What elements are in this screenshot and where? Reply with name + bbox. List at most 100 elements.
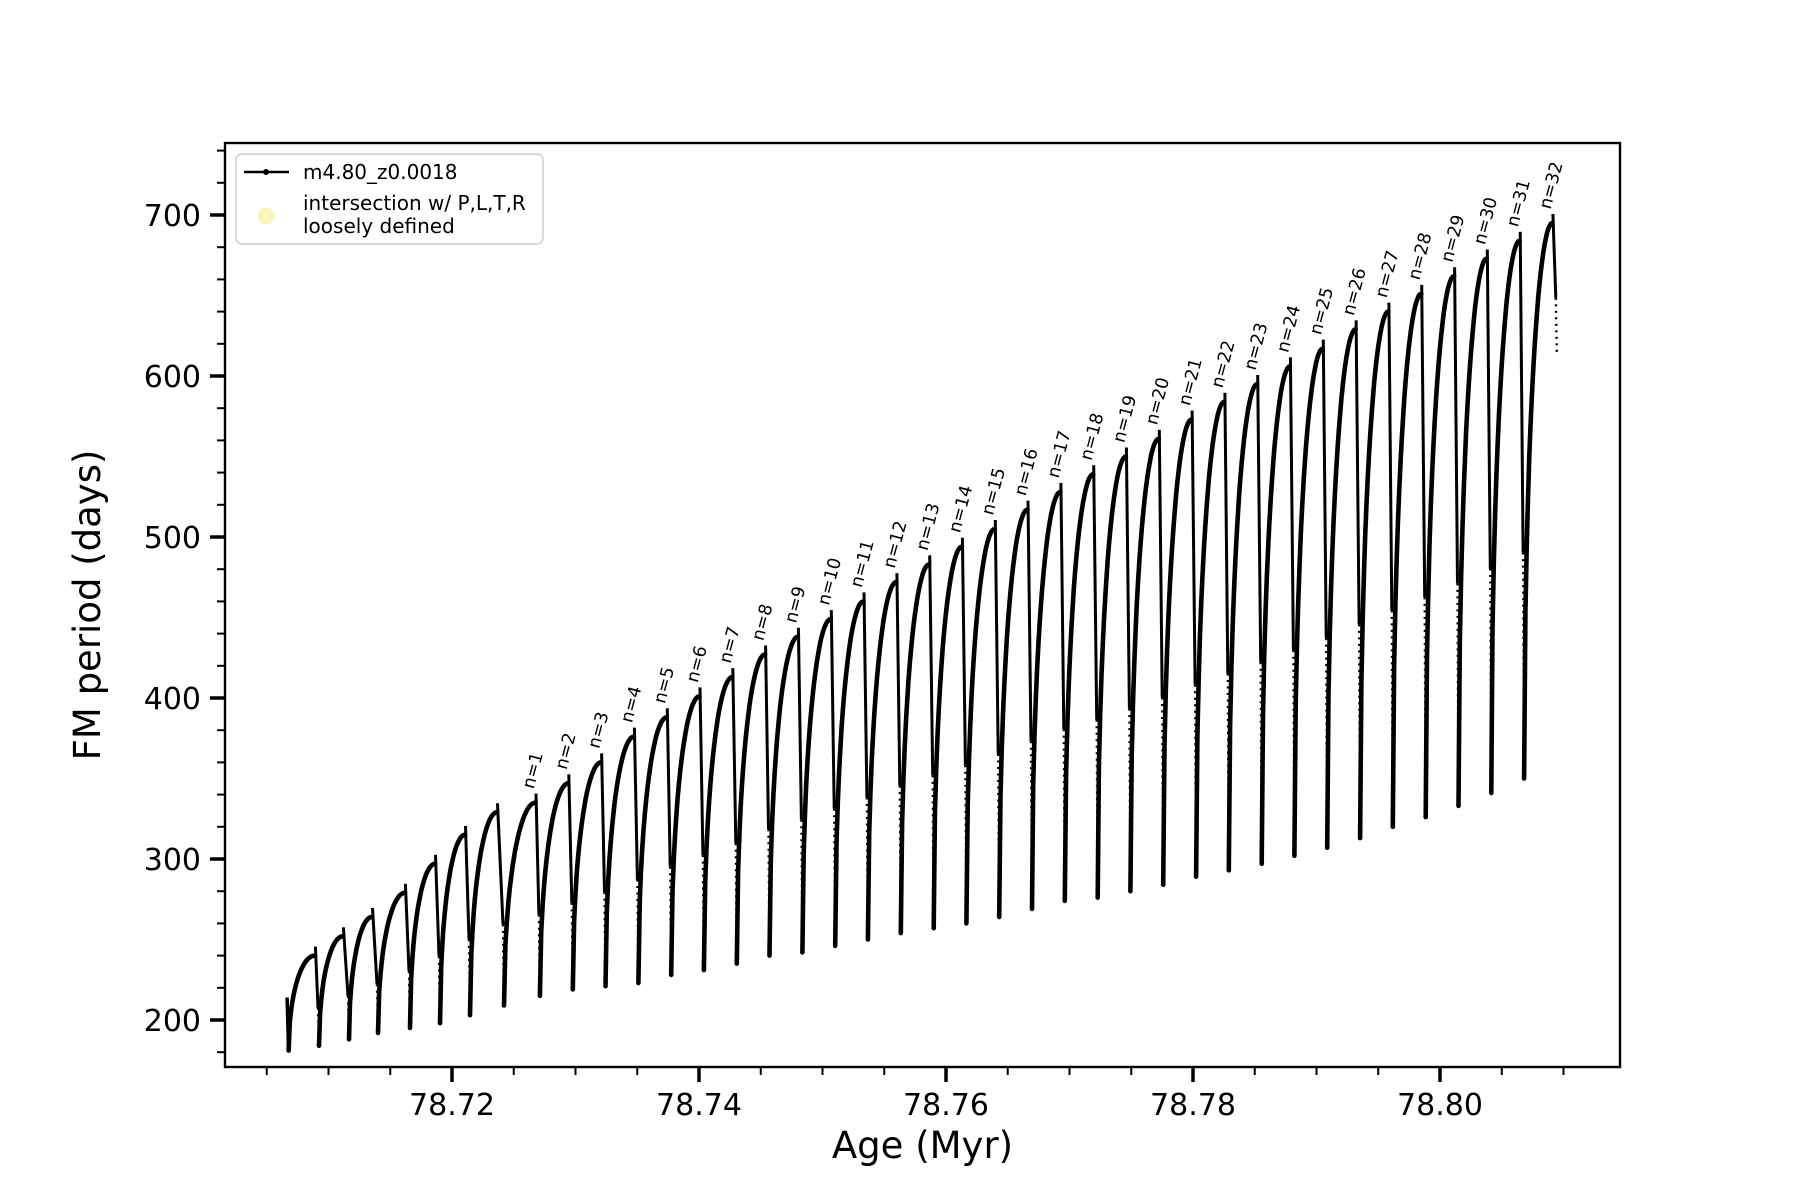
y-tick-label: 500: [144, 521, 201, 556]
y-tick-label: 400: [144, 682, 201, 717]
curve-plunge-dotted: [1029, 741, 1034, 909]
curve-rise-arc: [603, 734, 637, 989]
legend-intersection-label-line2: loosely defined: [303, 214, 455, 238]
curve-rise-arc: [701, 674, 735, 973]
curve-plunge-solid: [796, 627, 803, 820]
curve-plunge-solid: [1354, 320, 1361, 625]
peak-label: n=16: [1011, 446, 1043, 498]
peak-label: n=9: [781, 584, 810, 625]
peak-label: n=3: [585, 710, 614, 751]
curve-rise-arc: [734, 652, 768, 966]
curve-rise-arc: [1456, 256, 1490, 809]
plot-frame: [223, 141, 1622, 1069]
curve-plunge-solid: [928, 555, 935, 776]
curve-plunge-solid: [341, 927, 350, 997]
curve-plunge-solid: [764, 645, 770, 830]
peak-label: n=19: [1109, 393, 1141, 445]
curve-plunge-solid: [1026, 500, 1033, 742]
curve-plunge-solid: [1420, 284, 1427, 598]
curve-rise-arc: [832, 599, 866, 949]
curve-rise-arc: [1489, 238, 1522, 796]
curve-plunge-solid: [1190, 410, 1197, 685]
peak-label: n=2: [552, 731, 581, 772]
curve-rise-arc: [668, 694, 702, 978]
curve-plunge-solid: [1059, 482, 1066, 730]
curve-rise-arc: [1128, 436, 1162, 894]
y-tick-label: 600: [144, 360, 201, 395]
peak-label: n=17: [1044, 429, 1076, 481]
y-tick-label: 200: [144, 1004, 201, 1039]
curve-plunge-solid: [1124, 447, 1131, 709]
peak-label: n=20: [1142, 376, 1174, 428]
curve-rise-arc: [1390, 291, 1424, 830]
peak-label: n=32: [1536, 160, 1568, 212]
peak-label: n=23: [1241, 321, 1273, 373]
curve-plunge-solid: [371, 907, 379, 985]
curve-rise-arc: [800, 616, 834, 955]
curve-rise-arc: [286, 953, 318, 1053]
x-tick-label: 78.76: [903, 1088, 989, 1123]
x-tick-label: 78.74: [656, 1088, 742, 1123]
curve-plunge-solid: [698, 687, 705, 856]
peak-label: n=8: [749, 602, 778, 643]
curve-rise-arc: [1324, 327, 1358, 850]
curve-plunge-solid: [496, 803, 505, 925]
legend-box: [235, 153, 544, 245]
curve-rise-arc: [316, 934, 346, 1049]
peak-label: n=24: [1273, 303, 1305, 355]
curve-rise-arc: [346, 914, 375, 1042]
curve-plunge-solid: [403, 883, 411, 972]
axis-ticks: [210, 149, 1565, 1082]
curve-plunge-solid: [632, 727, 639, 880]
curve-rise-arc: [1226, 381, 1260, 873]
peak-label: n=12: [880, 519, 912, 571]
curve-rise-arc: [964, 526, 998, 926]
peak-label: n=7: [716, 625, 745, 666]
peak-label: n=28: [1405, 231, 1437, 283]
curve-plunge-solid: [600, 753, 606, 893]
curve-rise-arc: [1259, 364, 1293, 867]
curve-rise-arc: [1423, 273, 1457, 820]
curve-plunge-solid: [1157, 429, 1164, 698]
curve-rise-arc: [931, 544, 965, 931]
curve-plunge-solid: [1453, 267, 1459, 584]
peak-label: n=13: [913, 501, 945, 553]
curve-rise-arc: [1160, 417, 1194, 888]
curve-rise-arc: [437, 832, 468, 1026]
curve-rise-arc: [407, 861, 438, 1031]
x-tick-label: 78.80: [1397, 1088, 1483, 1123]
curve-plunge-solid: [1518, 231, 1525, 553]
curve-rise-arc: [767, 634, 801, 958]
x-tick-label: 78.72: [409, 1088, 495, 1123]
curve-plunge-dotted: [997, 753, 1001, 918]
y-tick-label: 300: [144, 843, 201, 878]
curve-rise-arc: [996, 507, 1030, 920]
peak-label: n=14: [945, 483, 977, 535]
axis-tick-labels: 78.72 78.74 78.76 78.78 78.80 200 300 400 500 600…: [144, 199, 1483, 1123]
curve-plunge-solid: [1288, 357, 1295, 651]
legend-series-label: m4.80_z0.0018: [303, 160, 458, 184]
curve-rise-arc: [1292, 346, 1326, 859]
curve-plunge-solid: [534, 793, 541, 915]
curve-rise-arc: [865, 579, 899, 942]
legend-intersection-label-line1: intersection w/ P,L,T,R: [303, 191, 526, 215]
peak-label: n=31: [1503, 177, 1535, 229]
peak-label: n=25: [1306, 285, 1338, 337]
curve-plunge-solid: [1321, 339, 1328, 639]
curve-plunge-solid: [567, 774, 574, 903]
peak-label: n=15: [978, 466, 1010, 518]
curve-rise-arc: [375, 890, 408, 1036]
curve-plunge-solid: [434, 854, 441, 957]
curve-plunge-solid: [862, 592, 869, 798]
legend: m4.80_z0.0018 intersection w/ P,L,T,R lo…: [235, 153, 544, 245]
curve-plunge-solid: [1485, 249, 1492, 569]
curve-plunge-solid: [313, 946, 320, 1008]
peak-label: n=11: [847, 538, 879, 590]
peak-label: n=26: [1339, 266, 1371, 318]
curve-plunge-solid: [1092, 465, 1099, 720]
peak-label: n=29: [1438, 213, 1470, 265]
curve-plunge-solid: [464, 825, 471, 940]
curve-rise-arc: [501, 800, 538, 1008]
curve-plunge-solid: [960, 537, 967, 766]
